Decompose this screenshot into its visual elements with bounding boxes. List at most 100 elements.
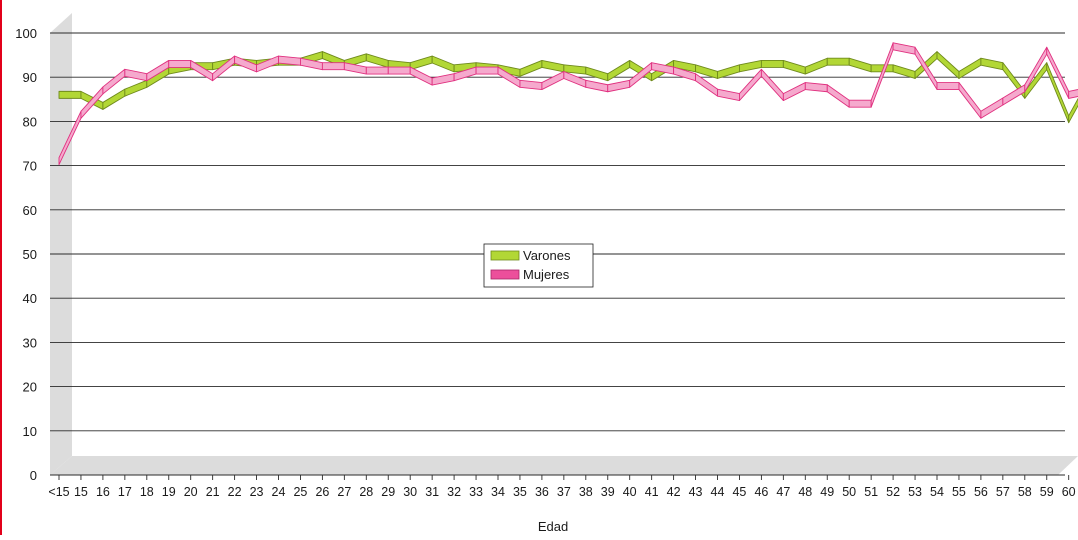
x-tick-label: 48 bbox=[798, 485, 812, 499]
series-segment bbox=[871, 43, 893, 107]
series-segment bbox=[586, 80, 608, 91]
floor-wall bbox=[50, 456, 1078, 475]
series-segment bbox=[805, 58, 827, 74]
series-segment bbox=[542, 60, 564, 71]
series-segment bbox=[476, 67, 498, 74]
series-segment bbox=[410, 56, 432, 70]
series-segment bbox=[125, 69, 147, 80]
series-segment bbox=[827, 85, 849, 107]
x-tick-label: 25 bbox=[293, 485, 307, 499]
x-tick-label: <15 bbox=[48, 485, 69, 499]
x-tick-label: 19 bbox=[162, 485, 176, 499]
x-tick-label: 47 bbox=[776, 485, 790, 499]
x-tick-label: 51 bbox=[864, 485, 878, 499]
x-tick-label: 35 bbox=[513, 485, 527, 499]
series-segment bbox=[432, 74, 454, 85]
series-segment bbox=[366, 54, 388, 68]
y-tick-label: 60 bbox=[23, 203, 37, 218]
x-tick-label: 28 bbox=[359, 485, 373, 499]
legend-label-varones: Varones bbox=[523, 248, 571, 263]
y-tick-label: 100 bbox=[15, 26, 37, 41]
x-tick-label: 60 bbox=[1062, 485, 1076, 499]
y-tick-label: 70 bbox=[23, 159, 37, 174]
x-tick-label: 30 bbox=[403, 485, 417, 499]
legend-label-mujeres: Mujeres bbox=[523, 267, 570, 282]
x-tick-label: 31 bbox=[425, 485, 439, 499]
x-tick-label: 45 bbox=[732, 485, 746, 499]
series-segment bbox=[103, 69, 125, 94]
x-tick-label: 49 bbox=[820, 485, 834, 499]
series-segment bbox=[608, 60, 630, 80]
x-tick-label: 37 bbox=[557, 485, 571, 499]
series-segment bbox=[739, 60, 761, 71]
series-segment bbox=[849, 100, 871, 107]
series-segment bbox=[739, 69, 761, 100]
series-segment bbox=[169, 60, 191, 67]
legend-swatch-varones bbox=[491, 251, 519, 260]
x-tick-label: 57 bbox=[996, 485, 1010, 499]
series-segment bbox=[257, 56, 279, 72]
series-segment bbox=[125, 80, 147, 96]
x-tick-label: 36 bbox=[535, 485, 549, 499]
series-segment bbox=[937, 83, 959, 90]
x-tick-label: 16 bbox=[96, 485, 110, 499]
x-tick-label: 32 bbox=[447, 485, 461, 499]
series-segment bbox=[893, 43, 915, 54]
series-segment bbox=[432, 56, 454, 72]
series-segment bbox=[388, 67, 410, 74]
series-varones bbox=[59, 52, 1078, 123]
series-segment bbox=[893, 65, 915, 79]
x-tick-label: 15 bbox=[74, 485, 88, 499]
y-tick-label: 20 bbox=[23, 380, 37, 395]
x-tick-label: 56 bbox=[974, 485, 988, 499]
y-tick-label: 0 bbox=[30, 468, 37, 483]
x-tick-label: 39 bbox=[601, 485, 615, 499]
series-segment bbox=[783, 83, 805, 101]
series-lines bbox=[59, 43, 1078, 165]
x-tick-label: 55 bbox=[952, 485, 966, 499]
series-mujeres bbox=[59, 43, 1078, 165]
series-segment bbox=[849, 58, 871, 72]
series-segment bbox=[761, 60, 783, 67]
x-tick-label: 50 bbox=[842, 485, 856, 499]
x-tick-label: 40 bbox=[623, 485, 637, 499]
series-segment bbox=[718, 65, 740, 79]
x-tick-label: 44 bbox=[711, 485, 725, 499]
series-segment bbox=[235, 56, 257, 72]
x-tick-label: 23 bbox=[250, 485, 264, 499]
series-segment bbox=[718, 89, 740, 100]
series-segment bbox=[542, 71, 564, 89]
series-segment bbox=[520, 80, 542, 89]
x-tick-label: 24 bbox=[272, 485, 286, 499]
x-tick-label: 59 bbox=[1040, 485, 1054, 499]
y-tick-label: 30 bbox=[23, 335, 37, 350]
series-segment bbox=[805, 83, 827, 92]
legend-swatch-mujeres bbox=[491, 270, 519, 279]
x-tick-label: 38 bbox=[579, 485, 593, 499]
y-tick-label: 40 bbox=[23, 291, 37, 306]
series-segment bbox=[959, 58, 981, 78]
x-tick-label: 22 bbox=[228, 485, 242, 499]
series-segment bbox=[827, 58, 849, 65]
x-tick-label: 18 bbox=[140, 485, 154, 499]
series-segment bbox=[981, 98, 1003, 118]
x-tick-label: 17 bbox=[118, 485, 132, 499]
series-segment bbox=[1069, 76, 1078, 123]
y-tick-label: 90 bbox=[23, 70, 37, 85]
x-tick-label: 34 bbox=[491, 485, 505, 499]
series-segment bbox=[937, 52, 959, 79]
x-tick-label: 43 bbox=[689, 485, 703, 499]
series-segment bbox=[520, 60, 542, 76]
x-tick-label: 53 bbox=[908, 485, 922, 499]
left-edge-rule bbox=[0, 0, 2, 535]
series-segment bbox=[103, 89, 125, 109]
series-segment bbox=[322, 63, 344, 70]
side-wall bbox=[50, 13, 72, 475]
x-tick-label: 26 bbox=[315, 485, 329, 499]
series-segment bbox=[761, 69, 783, 100]
x-tick-label: 21 bbox=[206, 485, 220, 499]
